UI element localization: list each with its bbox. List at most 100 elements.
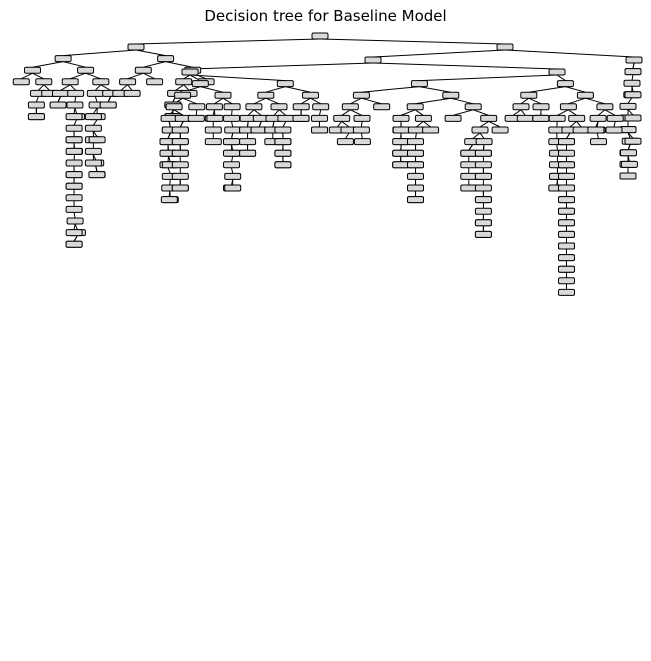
tree-edge [32, 73, 43, 79]
tree-edge [248, 110, 254, 116]
tree-node [66, 172, 82, 178]
tree-edge [469, 145, 473, 151]
tree-node [89, 172, 105, 178]
tree-edge [176, 85, 184, 91]
tree-node [408, 139, 424, 145]
tree-node [192, 81, 208, 87]
tree-node [533, 115, 549, 121]
tree-edge [419, 75, 557, 81]
tree-edge [529, 87, 566, 93]
tree-edge [168, 133, 170, 139]
tree-node [224, 150, 240, 156]
tree-node [207, 115, 223, 121]
tree-node [559, 208, 575, 214]
tree-node [624, 80, 640, 86]
tree-node [275, 162, 291, 168]
tree-node [25, 67, 41, 73]
tree-edge [419, 87, 450, 93]
tree-edge [480, 133, 484, 139]
tree-node [559, 197, 575, 203]
tree-node [66, 114, 82, 120]
tree-node [128, 44, 144, 50]
tree-edge [473, 110, 488, 116]
tree-edge [214, 110, 215, 116]
tree-node [625, 115, 641, 121]
tree-edge [361, 98, 381, 104]
tree-edge [453, 110, 473, 116]
tree-edge [70, 73, 85, 79]
tree-edge [342, 121, 349, 127]
tree-node [393, 115, 409, 121]
tree-node [492, 127, 508, 133]
tree-edge [168, 168, 170, 174]
tree-edge [184, 85, 189, 91]
tree-edge [633, 63, 634, 69]
tree-edge [337, 121, 341, 127]
tree-node [597, 104, 613, 110]
tree-node [303, 92, 319, 98]
tree-node [172, 127, 188, 133]
tree-node [591, 139, 607, 145]
tree-edge [21, 73, 32, 79]
tree-node [559, 162, 575, 168]
tree-node [224, 139, 240, 145]
tree-node [66, 125, 82, 131]
tree-node [353, 127, 369, 133]
tree-edge [585, 98, 605, 104]
tree-node [66, 241, 82, 247]
tree-node [67, 102, 83, 108]
tree-node [205, 139, 221, 145]
tree-node [66, 148, 82, 154]
tree-node [161, 197, 177, 203]
tree-node [13, 79, 29, 85]
tree-edge [74, 108, 75, 114]
tree-edge [74, 224, 75, 230]
tree-edge [32, 62, 63, 68]
tree-edge [266, 98, 279, 104]
tree-edge [483, 145, 484, 151]
tree-node [513, 104, 529, 110]
tree-node [312, 33, 328, 39]
tree-node [354, 139, 370, 145]
tree-edge [285, 87, 310, 93]
tree-edge [489, 121, 500, 127]
tree-node [313, 104, 329, 110]
tree-node [55, 56, 71, 62]
tree-node [621, 150, 637, 156]
tree-node [559, 220, 575, 226]
tree-edge [223, 98, 232, 104]
tree-node [278, 115, 294, 121]
tree-node [472, 127, 488, 133]
tree-edge [248, 121, 249, 127]
tree-node [559, 231, 575, 237]
tree-node [182, 69, 198, 75]
tree-node [408, 150, 424, 156]
tree-node [175, 92, 191, 98]
tree-edge [96, 166, 97, 172]
tree-edge [95, 96, 97, 102]
tree-edge [598, 110, 605, 116]
tree-edge [214, 98, 223, 104]
tree-edge [93, 108, 97, 114]
tree-edge [232, 156, 233, 162]
tree-node [559, 150, 575, 156]
tree-node [312, 127, 328, 133]
tree-node [393, 139, 409, 145]
tree-edge [136, 50, 166, 56]
tree-node [28, 102, 44, 108]
tree-node [85, 160, 101, 166]
tree-edge [74, 120, 77, 126]
tree-edge [415, 98, 451, 104]
tree-node [475, 185, 491, 191]
tree-node [215, 92, 231, 98]
tree-node [246, 104, 262, 110]
tree-node [224, 115, 240, 121]
tree-edge [273, 121, 274, 127]
tree-node [559, 289, 575, 295]
tree-node [66, 206, 82, 212]
tree-edge [169, 156, 171, 162]
tree-edge [143, 62, 165, 68]
tree-node [559, 243, 575, 249]
tree-node [240, 139, 256, 145]
tree-edge [614, 121, 615, 127]
